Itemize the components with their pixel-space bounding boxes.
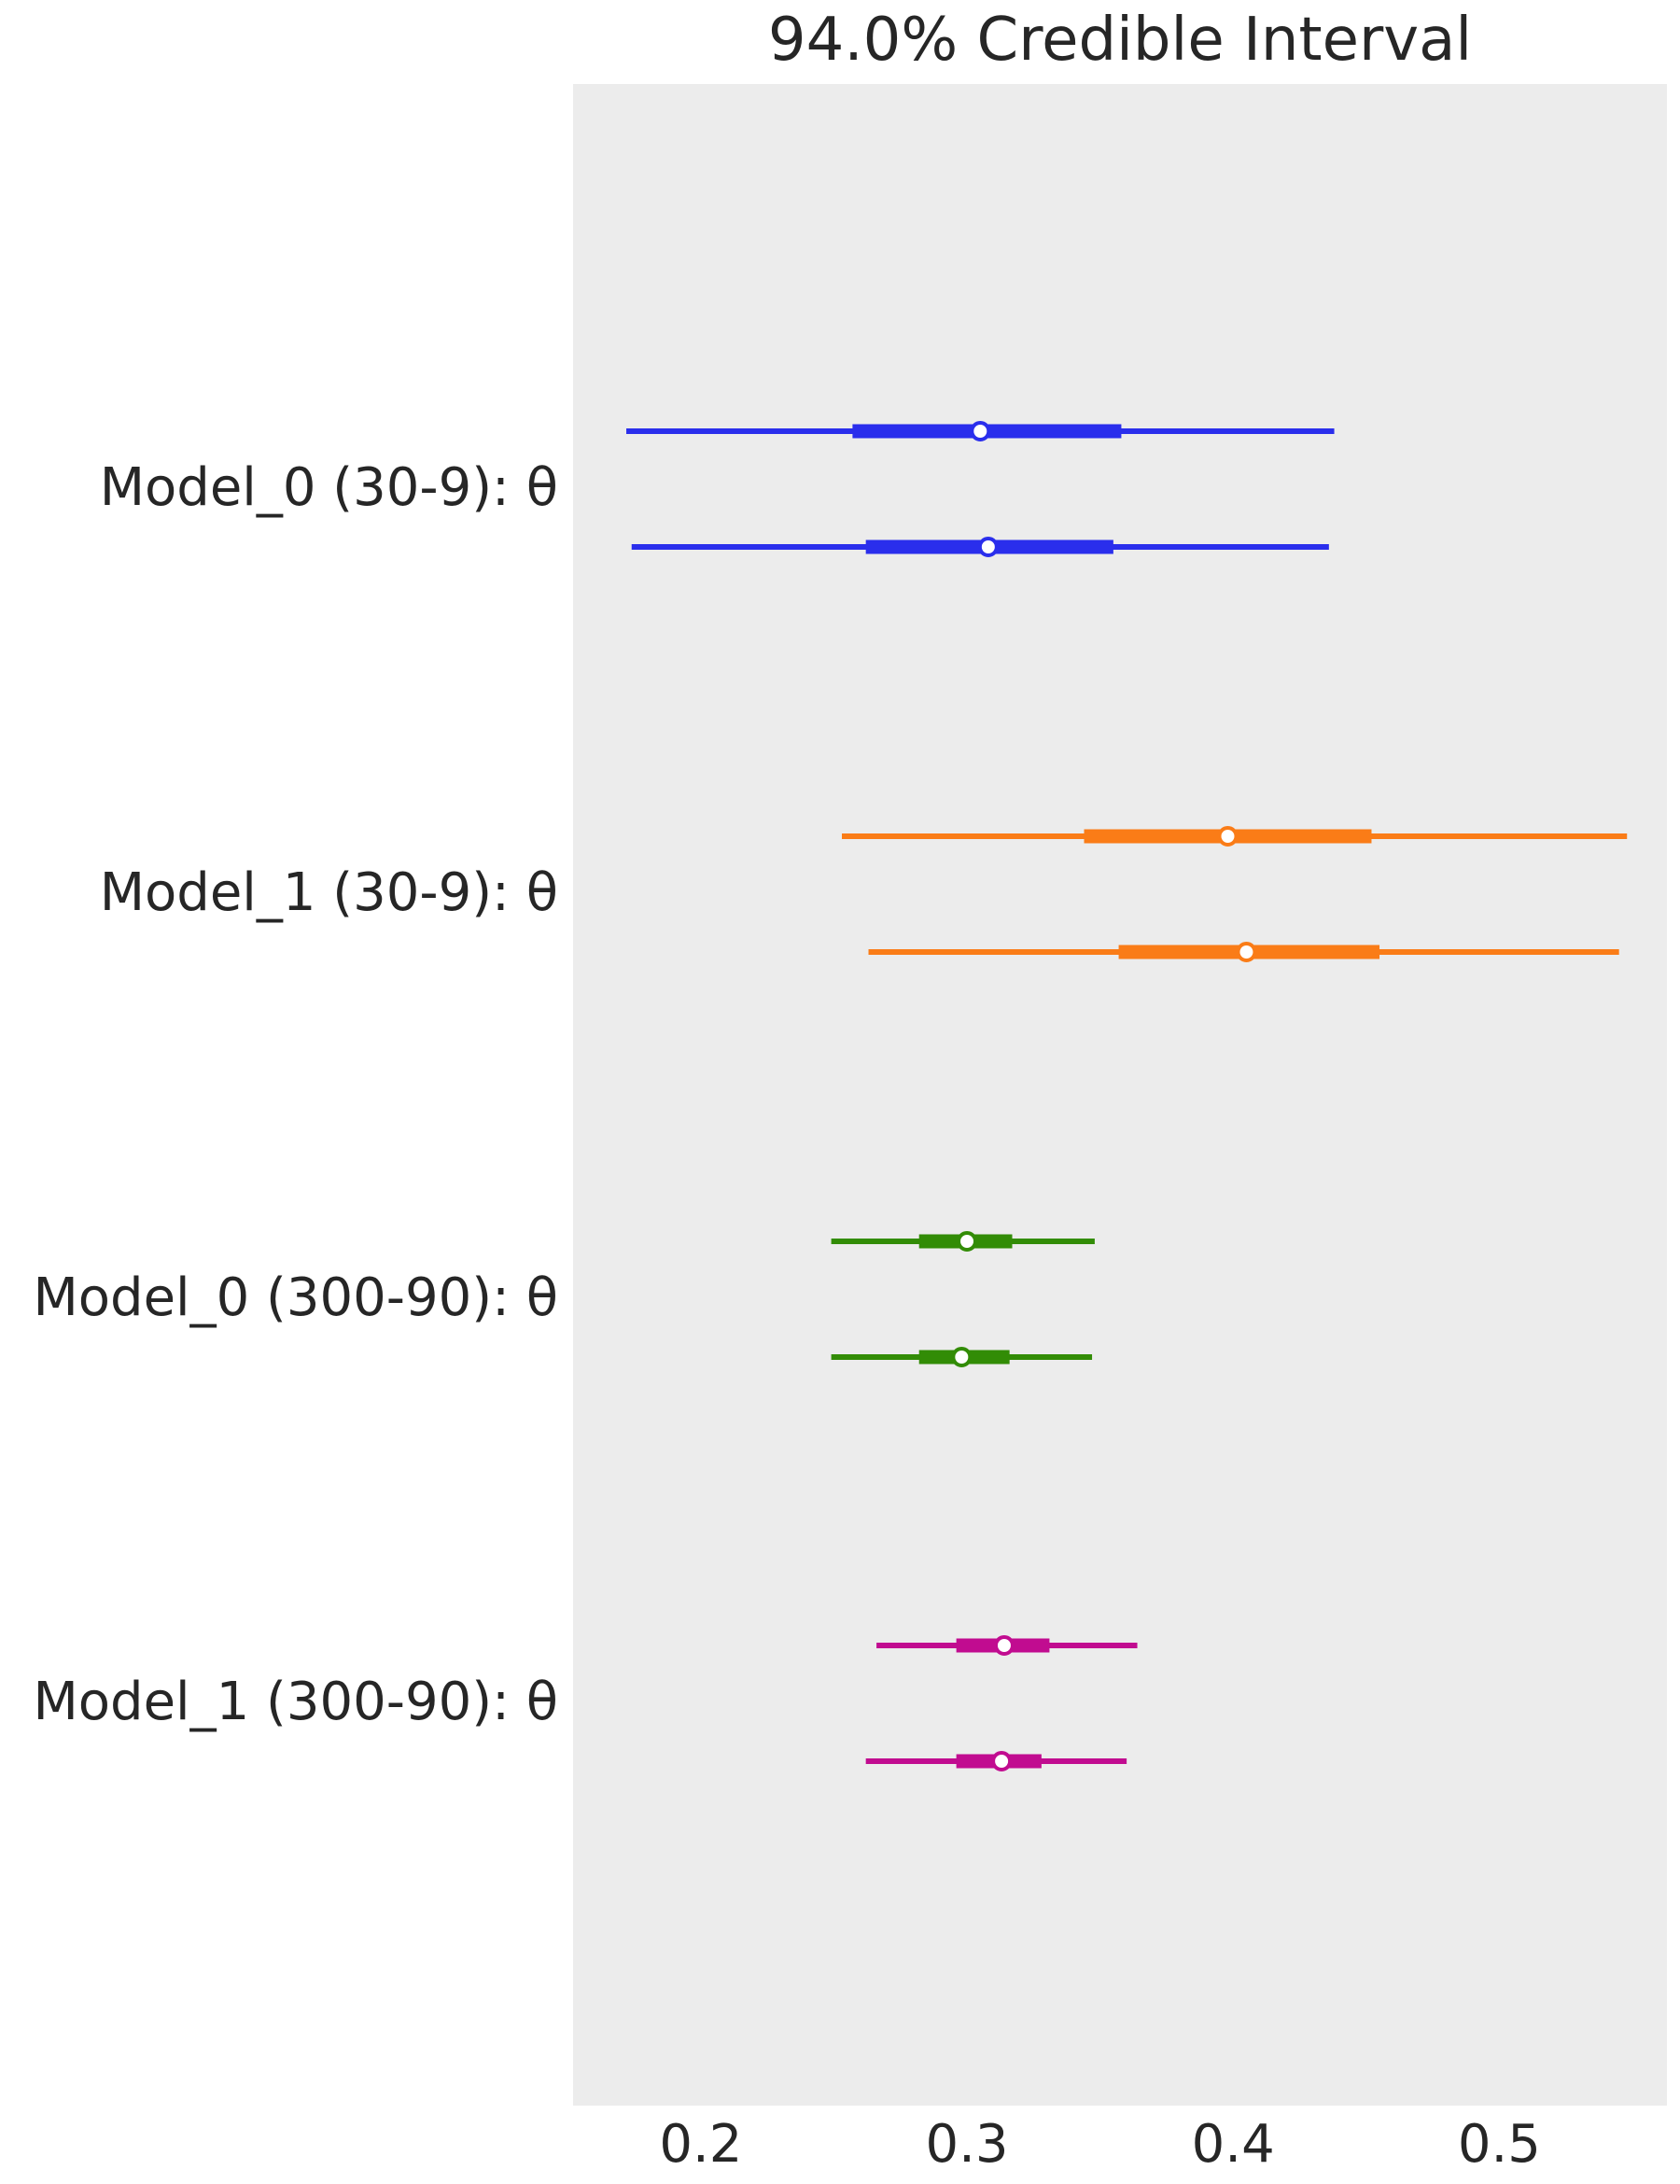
x-tick-label: 0.4 — [1192, 2114, 1275, 2175]
series-layer — [626, 421, 1628, 1771]
y-tick-label: Model_1 (30-9): θ — [100, 862, 558, 923]
median-point — [1217, 826, 1239, 847]
x-axis-ticks: 0.2 0.3 0.4 0.5 — [659, 2114, 1541, 2175]
chain-1-1 — [626, 421, 1335, 441]
y-axis-labels: Model_0 (30-9): θ Model_1 (30-9): θ Model_… — [33, 457, 558, 1732]
chain-3-1 — [831, 1231, 1095, 1252]
plot-area — [573, 84, 1667, 2106]
median-point — [1236, 942, 1257, 962]
x-tick-label: 0.2 — [659, 2114, 742, 2175]
chain-1-2 — [631, 537, 1329, 557]
median-point — [993, 1635, 1015, 1656]
y-tick-label: Model_0 (300-90): θ — [33, 1267, 558, 1328]
chain-4-1 — [876, 1635, 1138, 1656]
y-tick-label: Model_0 (30-9): θ — [100, 457, 558, 518]
x-tick-label: 0.3 — [926, 2114, 1009, 2175]
chain-2-1 — [842, 826, 1628, 847]
median-point — [957, 1231, 978, 1252]
chart-title: 94.0% Credible Interval — [768, 6, 1472, 75]
median-point — [970, 421, 991, 441]
chain-4-2 — [865, 1751, 1127, 1771]
median-point — [977, 537, 999, 557]
chain-3-2 — [831, 1347, 1093, 1367]
median-point — [951, 1347, 973, 1367]
y-tick-label: Model_1 (300-90): θ — [33, 1672, 558, 1732]
chain-2-2 — [868, 942, 1619, 962]
x-tick-label: 0.5 — [1458, 2114, 1541, 2175]
median-point — [991, 1751, 1013, 1771]
